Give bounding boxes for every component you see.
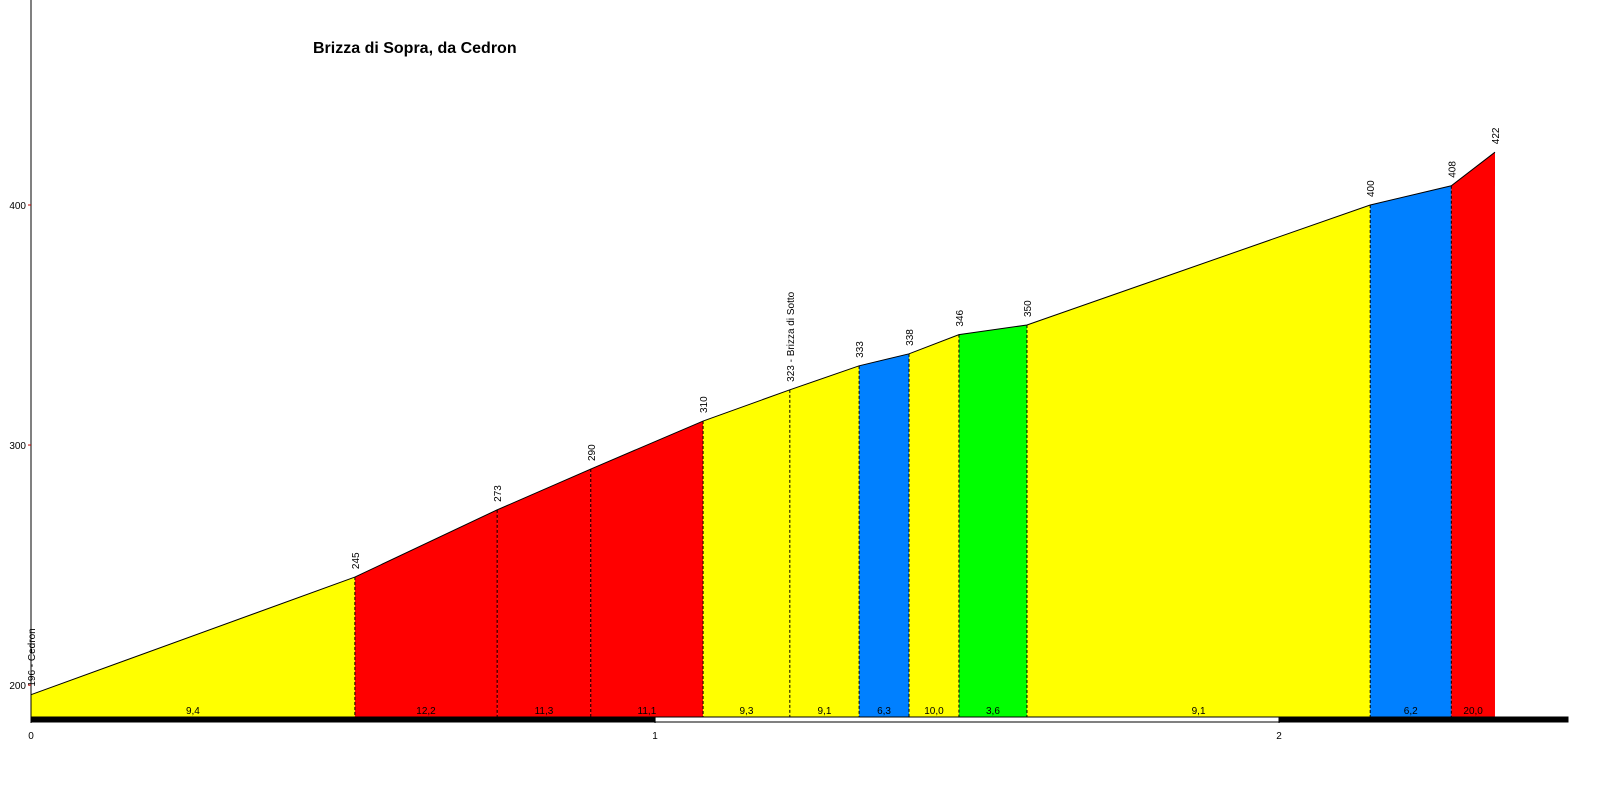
- profile-line: [30, 151, 1496, 696]
- gradient-segment: [1026, 204, 1371, 717]
- elevation-label: 273: [493, 485, 504, 502]
- gradient-segment: [789, 365, 860, 717]
- x-tick-label: 0: [28, 731, 34, 742]
- elevation-label: 350: [1023, 300, 1034, 317]
- x-tick-label: 2: [1276, 731, 1282, 742]
- gradient-label: 9,3: [740, 706, 754, 717]
- gradient-segment: [497, 469, 591, 717]
- km-bar: [1278, 716, 1569, 723]
- elevation-label: 408: [1447, 161, 1458, 178]
- elevation-label: 422: [1491, 127, 1502, 144]
- gradient-segment: [1451, 152, 1495, 717]
- gradient-segment: [590, 421, 704, 717]
- y-tick-label: 300: [9, 441, 26, 452]
- elevation-label: 196 - Cedron: [27, 628, 38, 686]
- elevation-label: 245: [351, 552, 362, 569]
- gradient-label: 12,2: [416, 706, 436, 717]
- gradient-label: 9,1: [818, 706, 832, 717]
- gradient-segment: [859, 353, 910, 717]
- y-tick-label: 200: [9, 681, 26, 692]
- elevation-label: 333: [855, 341, 866, 358]
- x-tick-label: 1: [652, 731, 658, 742]
- gradient-label: 6,3: [877, 706, 891, 717]
- gradient-segment: [703, 389, 790, 717]
- gradient-label: 10,0: [924, 706, 944, 717]
- gradient-segment: [354, 509, 498, 717]
- elevation-label: 310: [699, 396, 710, 413]
- elevation-label: 400: [1366, 180, 1377, 197]
- gradient-segment: [1370, 185, 1452, 718]
- gradient-label: 6,2: [1404, 706, 1418, 717]
- chart-title: Brizza di Sopra, da Cedron: [313, 40, 517, 57]
- km-bar: [654, 716, 1280, 723]
- gradient-label: 11,1: [638, 706, 657, 717]
- gradient-label: 11,3: [535, 706, 554, 717]
- gradient-segment: [958, 325, 1027, 717]
- elevation-label: 346: [955, 309, 966, 326]
- gradient-segment: [31, 577, 355, 717]
- gradient-label: 9,4: [186, 706, 200, 717]
- gradient-label: 9,1: [1192, 706, 1206, 717]
- y-tick-label: 400: [9, 201, 26, 212]
- km-bar: [30, 716, 656, 723]
- gradient-label: 3,6: [986, 706, 1000, 717]
- elevation-label: 338: [905, 329, 916, 346]
- gradient-segment: [909, 334, 959, 717]
- gradient-label: 20,0: [1463, 706, 1483, 717]
- elevation-label: 290: [587, 444, 598, 461]
- elevation-label: 323 - Brizza di Sotto: [786, 291, 797, 381]
